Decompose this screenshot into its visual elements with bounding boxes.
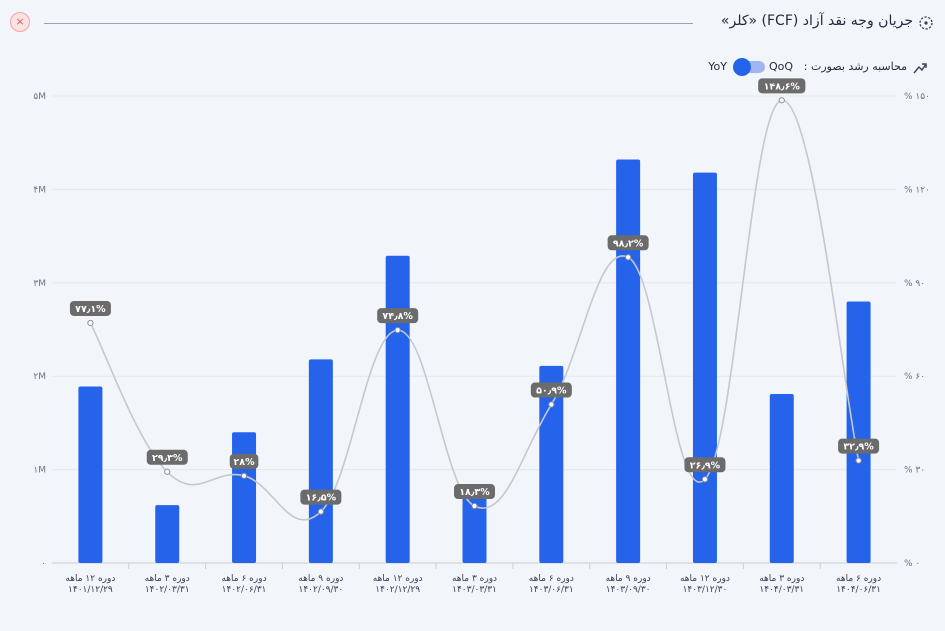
fcf-bar — [155, 505, 180, 563]
growth-point — [87, 319, 94, 327]
growth-point — [625, 254, 632, 261]
fcf-bar — [308, 359, 333, 563]
growth-mode-label: محاسبه رشد بصورت : — [803, 60, 907, 73]
growth-value-label: ۱۴۸٫۶% — [764, 81, 801, 92]
x-category-label: دوره ۳ ماهه — [145, 574, 190, 584]
fcf-bar — [616, 159, 641, 563]
growth-point — [701, 476, 709, 483]
fcf-bar — [232, 432, 257, 563]
x-category-label: دوره ۶ ماهه — [836, 574, 881, 584]
growth-point — [548, 401, 555, 408]
growth-value-badge — [607, 235, 649, 251]
x-category-label: دوره ۱۲ ماهه — [680, 574, 730, 584]
x-category-label: ۱۴۰۳/۰۹/۳۰ — [606, 585, 651, 595]
x-category-label: ۱۴۰۱/۱۲/۲۹ — [68, 585, 113, 595]
fcf-bar — [769, 393, 794, 563]
y-right-tick-label: % ۱۵۰ — [904, 92, 930, 102]
growth-value-badge — [684, 457, 726, 473]
growth-value-badge — [530, 382, 572, 398]
growth-value-label: ۳۲٫۹% — [843, 442, 874, 453]
fcf-bar — [385, 255, 410, 564]
y-left-tick-label: ۴M — [33, 185, 46, 195]
growth-value-badge — [146, 449, 188, 465]
fcf-bar — [462, 497, 487, 563]
growth-value-label: ۷۷٫۱% — [75, 304, 106, 315]
y-right-tick-label: % ۱۲۰ — [904, 185, 930, 195]
x-category-label: ۱۴۰۴/۰۶/۳۱ — [836, 585, 881, 595]
y-right-tick-label: % ۹۰ — [904, 279, 925, 289]
growth-mode-switch[interactable] — [733, 58, 765, 76]
y-left-tick-label: ۵M — [33, 92, 46, 102]
growth-mode-control: محاسبه رشد بصورت : QoQ YoY — [687, 58, 927, 76]
x-category-label: دوره ۹ ماهه — [606, 574, 651, 584]
fcf-bar — [846, 301, 871, 563]
growth-value-badge — [838, 438, 880, 454]
y-left-tick-label: ۰ — [41, 559, 46, 569]
x-category-label: دوره ۱۲ ماهه — [373, 574, 423, 584]
growth-value-badge — [377, 308, 419, 324]
yoy-option[interactable]: YoY — [708, 60, 727, 73]
growth-value-label: ۷۴٫۸% — [382, 311, 413, 322]
growth-value-badge — [300, 489, 342, 505]
growth-value-label: ۱۶٫۵% — [306, 493, 337, 504]
x-category-label: ۱۴۰۲/۰۳/۳۱ — [145, 585, 190, 595]
title-divider — [44, 23, 693, 24]
switch-knob[interactable] — [733, 58, 751, 76]
growth-value-label: ۲۸% — [233, 457, 255, 468]
growth-value-badge — [229, 453, 259, 469]
growth-value-label: ۲۶٫۹% — [690, 460, 721, 471]
growth-point — [317, 508, 324, 515]
growth-value-badge — [69, 300, 111, 316]
y-left-tick-label: ۱M — [33, 466, 46, 476]
x-category-label: ۱۴۰۲/۰۶/۳۱ — [222, 585, 267, 595]
fcf-bar — [692, 172, 717, 563]
growth-point — [778, 97, 785, 104]
chart-header: × جریان وجه نقد آزاد (FCF) «کلر» — [10, 10, 933, 36]
x-category-label: ۱۴۰۳/۰۳/۳۱ — [452, 585, 497, 595]
growth-point — [240, 472, 248, 479]
growth-point — [394, 327, 401, 334]
chart-title: جریان وجه نقد آزاد (FCF) «کلر» — [720, 13, 913, 29]
growth-value-badge — [454, 484, 495, 500]
growth-line — [89, 99, 860, 521]
growth-value-label: ۲۹٫۳% — [152, 453, 183, 464]
x-category-label: دوره ۶ ماهه — [529, 574, 574, 584]
growth-value-label: ۹۸٫۲% — [613, 238, 644, 249]
x-category-label: ۱۴۰۴/۰۳/۳۱ — [759, 585, 804, 595]
trend-arrows-icon — [913, 63, 927, 74]
x-category-label: دوره ۳ ماهه — [452, 574, 497, 584]
qoq-option[interactable]: QoQ — [768, 60, 793, 73]
growth-value-badge — [758, 78, 806, 94]
fcf-bar — [78, 386, 103, 563]
x-category-label: دوره ۳ ماهه — [759, 574, 804, 584]
close-button[interactable]: × — [10, 12, 30, 32]
y-right-tick-label: % ۰ — [904, 559, 920, 569]
growth-value-label: ۵۰٫۹% — [536, 386, 567, 397]
y-right-tick-label: % ۳۰ — [904, 466, 925, 476]
x-category-label: ۱۴۰۳/۰۶/۳۱ — [529, 585, 574, 595]
growth-value-label: ۱۸٫۳% — [459, 487, 490, 498]
x-category-label: ۱۴۰۳/۱۲/۳۰ — [683, 585, 728, 595]
x-category-label: ۱۴۰۲/۱۲/۲۹ — [375, 585, 420, 595]
x-category-label: ۱۴۰۲/۰۹/۳۰ — [298, 585, 343, 595]
y-left-tick-label: ۳M — [33, 279, 46, 289]
x-category-label: دوره ۹ ماهه — [298, 574, 343, 584]
settings-dots-icon[interactable] — [919, 16, 933, 30]
x-category-label: دوره ۶ ماهه — [221, 574, 266, 584]
y-right-tick-label: % ۶۰ — [904, 372, 925, 382]
growth-point — [164, 468, 171, 475]
y-left-tick-label: ۲M — [33, 372, 46, 382]
growth-point — [471, 502, 478, 510]
x-category-label: دوره ۱۲ ماهه — [65, 574, 115, 584]
growth-point — [855, 457, 862, 464]
